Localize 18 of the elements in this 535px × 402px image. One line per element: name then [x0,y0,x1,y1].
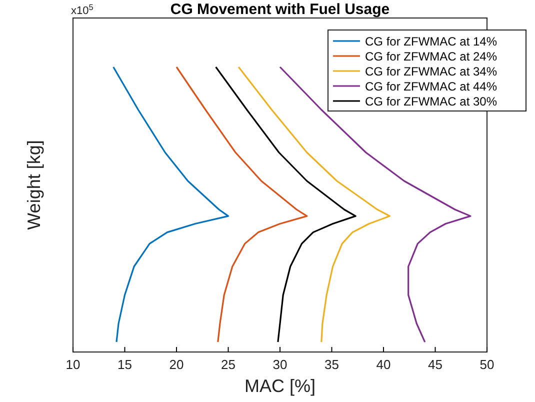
x-tick-label: 40 [376,357,391,372]
x-tick-label: 25 [221,357,236,372]
x-axis-title: MAC [%] [244,376,316,396]
x-tick-label: 20 [169,357,184,372]
x-tick-label: 50 [480,357,494,372]
legend-label: CG for ZFWMAC at 44% [365,80,498,94]
text: x10$^{5}$ [71,2,94,17]
legend-label: CG for ZFWMAC at 24% [365,50,498,64]
x-tick-label: 35 [324,357,339,372]
legend-label: CG for ZFWMAC at 34% [365,64,498,78]
x-tick-label: 45 [428,357,442,372]
x-tick-label: 10 [66,357,80,372]
chart-title: CG Movement with Fuel Usage [170,1,390,18]
legend-label: CG for ZFWMAC at 14% [365,34,498,48]
y-axis-title: Weight [kg] [24,140,44,230]
legend-label: CG for ZFWMAC at 30% [365,94,498,108]
x-tick-label: 15 [118,357,132,372]
x-tick-label: 30 [272,357,288,372]
